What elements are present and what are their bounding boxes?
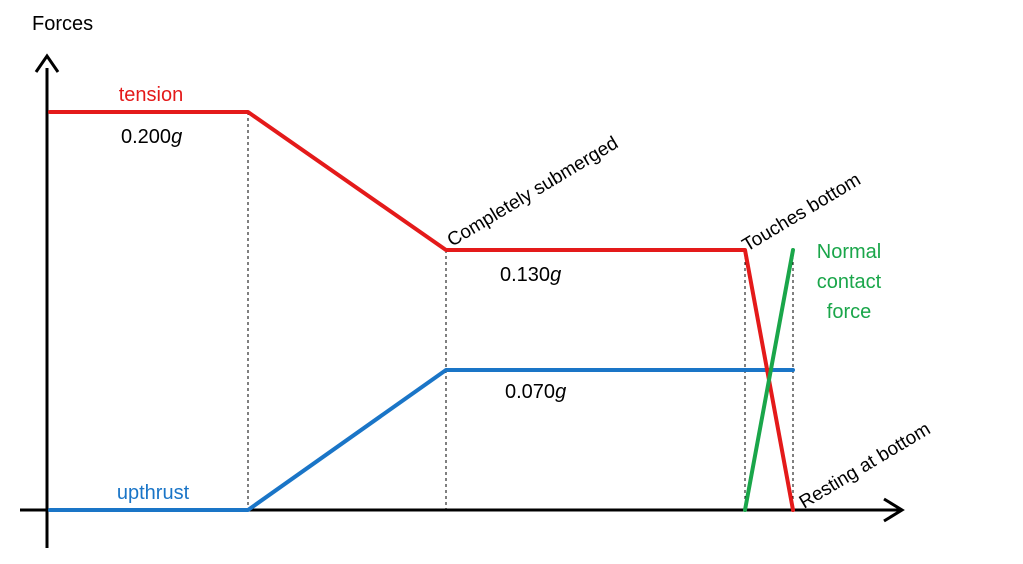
annotation-resting-at-bottom: Resting at bottom bbox=[796, 419, 934, 514]
tension-label: tension bbox=[119, 84, 184, 106]
x-axis-arrowhead bbox=[883, 497, 905, 523]
normal-label-line-3: force bbox=[827, 301, 871, 323]
normal-contact-force-line bbox=[743, 248, 795, 512]
value-tension-initial: 0.200g bbox=[121, 126, 182, 148]
y-axis-label: Forces bbox=[32, 13, 93, 35]
upthrust-line bbox=[48, 368, 795, 512]
series-lines bbox=[48, 110, 795, 512]
value-upthrust-submerged: 0.070g bbox=[505, 381, 566, 403]
tension-line bbox=[48, 110, 795, 512]
annotation-completely-submerged: Completely submerged bbox=[444, 133, 622, 252]
normal-contact-force-label: Normal contact force bbox=[817, 241, 882, 323]
y-axis-arrowhead bbox=[34, 53, 60, 73]
normal-label-line-2: contact bbox=[817, 271, 882, 293]
upthrust-label: upthrust bbox=[117, 482, 190, 504]
guide-lines bbox=[247, 112, 794, 510]
value-tension-submerged: 0.130g bbox=[500, 264, 561, 286]
normal-label-line-1: Normal bbox=[817, 241, 881, 263]
